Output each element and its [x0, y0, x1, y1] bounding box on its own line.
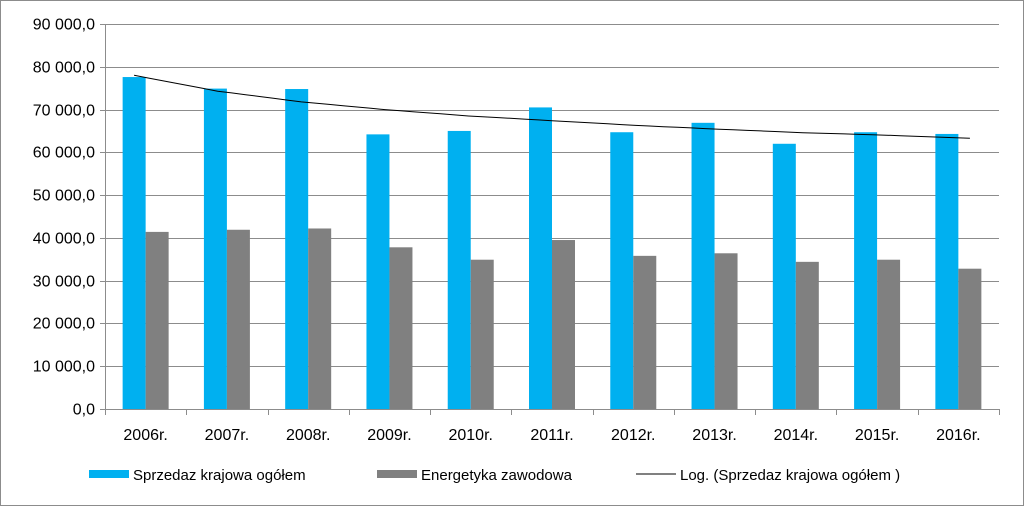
- x-axis-tick-labels: 2006r. 2007r. 2008r. 2009r. 2010r. 2011r. 2012…: [123, 427, 980, 444]
- bar-energetyka-zawodowa: [795, 261, 819, 409]
- bar-energetyka-zawodowa: [470, 259, 494, 409]
- trendline: [134, 74, 970, 139]
- bar-energetyka-zawodowa: [145, 231, 169, 409]
- y-tick-label: 10 000,0: [33, 359, 95, 376]
- x-tick-label: 2015r.: [855, 427, 899, 444]
- bar-energetyka-zawodowa: [552, 240, 575, 409]
- bar-energetyka-zawodowa: [958, 268, 982, 409]
- bar-sprzedaz-krajowa: [691, 122, 715, 410]
- y-tick-label: 0,0: [73, 402, 95, 419]
- y-tick-label: 80 000,0: [33, 60, 95, 77]
- x-tick-label: 2006r.: [123, 427, 167, 444]
- bar-sprzedaz-krajowa: [772, 143, 796, 409]
- y-tick-label: 30 000,0: [33, 274, 95, 291]
- bar-sprzedaz-krajowa: [203, 88, 227, 409]
- y-axis-tick-labels: 0,0 10 000,0 20 000,0 30 000,0 40 000,0 50 00…: [33, 17, 95, 419]
- trendline-log: [134, 74, 970, 139]
- bar-energetyka-zawodowa: [633, 255, 657, 409]
- x-tick-label: 2010r.: [448, 427, 492, 444]
- x-tick-label: 2011r.: [530, 427, 573, 444]
- x-tick-label: 2009r.: [367, 427, 411, 444]
- legend-label-energetyka-zawodowa: Energetyka zawodowa: [421, 467, 573, 484]
- bar-sprzedaz-krajowa: [122, 77, 146, 410]
- y-tick-label: 40 000,0: [33, 231, 95, 248]
- y-tick-label: 20 000,0: [33, 316, 95, 333]
- bar-sprzedaz-krajowa: [447, 130, 471, 409]
- legend-label-sprzedaz-krajowa: Sprzedaz krajowa ogółem: [133, 467, 306, 484]
- x-tick-label: 2014r.: [774, 427, 818, 444]
- axes: [100, 24, 1000, 415]
- bar-sprzedaz-krajowa: [935, 133, 959, 409]
- x-tick-label: 2008r.: [286, 427, 330, 444]
- bar-energetyka-zawodowa: [714, 253, 738, 409]
- legend-swatch-energetyka-zawodowa: [377, 470, 417, 478]
- bar-energetyka-zawodowa: [226, 229, 250, 409]
- legend-swatch-sprzedaz-krajowa: [89, 470, 129, 478]
- x-tick-label: 2007r.: [205, 427, 249, 444]
- bar-energetyka-zawodowa: [308, 228, 332, 409]
- bar-sprzedaz-krajowa: [285, 89, 309, 410]
- y-tick-label: 60 000,0: [33, 145, 95, 162]
- legend: Sprzedaz krajowa ogółem Energetyka zawodo…: [89, 467, 900, 484]
- bar-energetyka-zawodowa: [389, 247, 413, 409]
- bar-sprzedaz-krajowa: [366, 134, 390, 409]
- bar-sprzedaz-krajowa: [854, 132, 878, 409]
- x-tick-label: 2013r.: [692, 427, 736, 444]
- x-tick-label: 2016r.: [936, 427, 980, 444]
- bars: [122, 77, 982, 410]
- y-tick-label: 50 000,0: [33, 188, 95, 205]
- x-tick-label: 2012r.: [611, 427, 655, 444]
- bar-sprzedaz-krajowa: [529, 107, 552, 410]
- bar-sprzedaz-krajowa: [610, 132, 634, 409]
- bar-energetyka-zawodowa: [877, 259, 901, 409]
- y-tick-label: 70 000,0: [33, 103, 95, 120]
- legend-label-trendline: Log. (Sprzedaz krajowa ogółem ): [680, 467, 900, 484]
- y-tick-label: 90 000,0: [33, 17, 95, 34]
